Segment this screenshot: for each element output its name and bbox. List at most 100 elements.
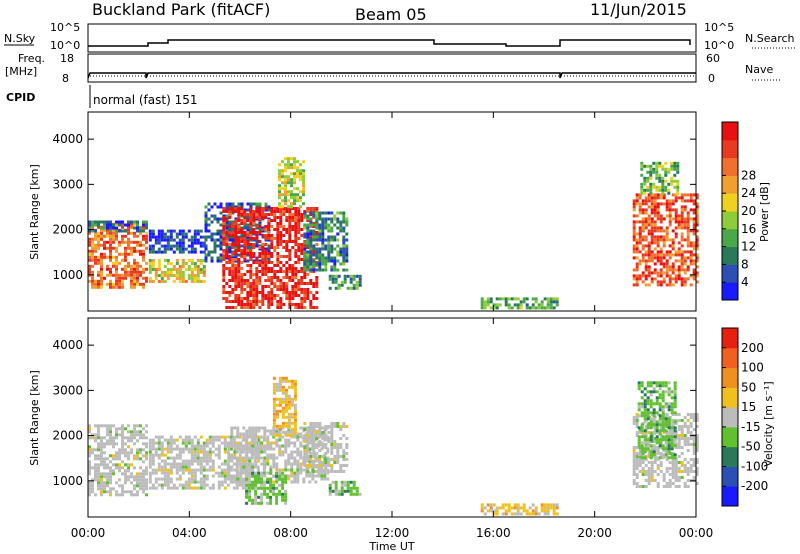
echo-cell xyxy=(318,250,322,254)
echo-cell xyxy=(342,259,346,263)
echo-cell xyxy=(303,455,307,458)
echo-cell xyxy=(124,246,127,250)
echo-cell xyxy=(267,291,271,294)
echo-cell xyxy=(88,481,91,485)
echo-cell xyxy=(309,458,313,461)
echo-cell xyxy=(94,454,97,458)
echo-cell xyxy=(695,193,699,197)
echo-cell xyxy=(284,406,288,410)
echo-cell xyxy=(288,207,292,210)
echo-cell xyxy=(695,473,699,476)
echo-cell xyxy=(302,175,305,179)
echo-cell xyxy=(261,207,265,210)
echo-cell xyxy=(288,297,292,300)
echo-cell xyxy=(661,179,665,183)
echo-cell xyxy=(658,393,662,397)
echo-cell xyxy=(647,431,651,434)
echo-cell xyxy=(302,468,306,472)
echo-cell xyxy=(674,485,678,488)
echo-cell xyxy=(242,432,246,436)
echo-cell xyxy=(528,306,532,310)
echo-cell xyxy=(495,506,499,510)
echo-cell xyxy=(278,447,282,451)
echo-cell xyxy=(294,222,298,225)
echo-cell xyxy=(293,172,296,176)
echo-cell xyxy=(661,447,665,451)
echo-cell xyxy=(239,468,243,472)
echo-cell xyxy=(267,279,271,282)
echo-cell xyxy=(525,297,529,301)
echo-cell xyxy=(240,202,244,206)
echo-cell xyxy=(275,501,279,505)
echo-cell xyxy=(148,447,152,451)
echo-cell xyxy=(190,250,194,254)
echo-cell xyxy=(281,495,285,499)
echo-cell xyxy=(121,487,124,491)
echo-cell xyxy=(166,483,170,487)
echo-cell xyxy=(658,441,662,445)
echo-cell xyxy=(285,219,289,222)
echo-cell xyxy=(342,211,346,215)
echo-cell xyxy=(288,264,292,267)
echo-cell xyxy=(139,466,142,470)
echo-cell xyxy=(118,484,121,488)
echo-cell xyxy=(169,274,173,277)
echo-cell xyxy=(157,444,161,448)
echo-cell xyxy=(320,474,324,478)
echo-cell xyxy=(275,498,279,502)
echo-cell xyxy=(641,220,645,224)
echo-cell xyxy=(287,403,291,407)
echo-cell xyxy=(327,217,331,221)
echo-cell xyxy=(136,226,139,230)
echo-cell xyxy=(318,449,322,452)
echo-cell xyxy=(522,506,526,510)
echo-cell xyxy=(309,428,313,431)
echo-cell xyxy=(234,252,238,255)
echo-cell xyxy=(139,282,142,286)
echo-cell xyxy=(695,238,699,242)
echo-cell xyxy=(261,216,265,219)
echo-cell xyxy=(255,258,259,261)
echo-cell xyxy=(142,243,145,247)
echo-cell xyxy=(243,255,247,258)
echo-cell xyxy=(281,468,285,472)
echo-cell xyxy=(686,413,690,416)
echo-cell xyxy=(677,446,681,449)
echo-cell xyxy=(124,436,127,440)
echo-cell xyxy=(254,429,258,433)
echo-cell xyxy=(208,465,212,469)
echo-cell xyxy=(278,474,282,478)
echo-cell xyxy=(115,273,118,277)
echo-cell xyxy=(670,435,674,439)
echo-cell xyxy=(299,196,302,200)
echo-cell xyxy=(273,228,277,231)
echo-cell xyxy=(223,468,227,472)
echo-cell xyxy=(112,226,115,230)
echo-cell xyxy=(279,216,283,219)
echo-cell xyxy=(291,228,295,231)
echo-cell xyxy=(121,472,124,476)
echo-cell xyxy=(355,492,359,496)
echo-cell xyxy=(249,276,253,279)
echo-cell xyxy=(339,437,343,440)
echo-cell xyxy=(312,455,316,458)
echo-cell xyxy=(312,285,316,288)
echo-cell xyxy=(100,276,103,280)
echo-cell xyxy=(257,453,261,457)
echo-cell xyxy=(315,276,319,279)
echo-cell xyxy=(199,259,203,262)
site-title: Buckland Park (fitACF) xyxy=(92,0,270,19)
echo-cell xyxy=(100,220,103,224)
echo-cell xyxy=(284,474,288,478)
echo-cell xyxy=(342,253,346,257)
echo-cell xyxy=(234,207,238,210)
echo-cell xyxy=(281,388,285,392)
echo-cell xyxy=(91,484,94,488)
echo-cell xyxy=(653,458,657,461)
echo-cell xyxy=(151,447,155,451)
echo-cell xyxy=(284,187,287,191)
echo-cell xyxy=(667,435,671,439)
echo-cell xyxy=(234,237,238,240)
echo-cell xyxy=(667,444,671,448)
velocity-ylabel: Slant Range [km] xyxy=(28,370,41,466)
